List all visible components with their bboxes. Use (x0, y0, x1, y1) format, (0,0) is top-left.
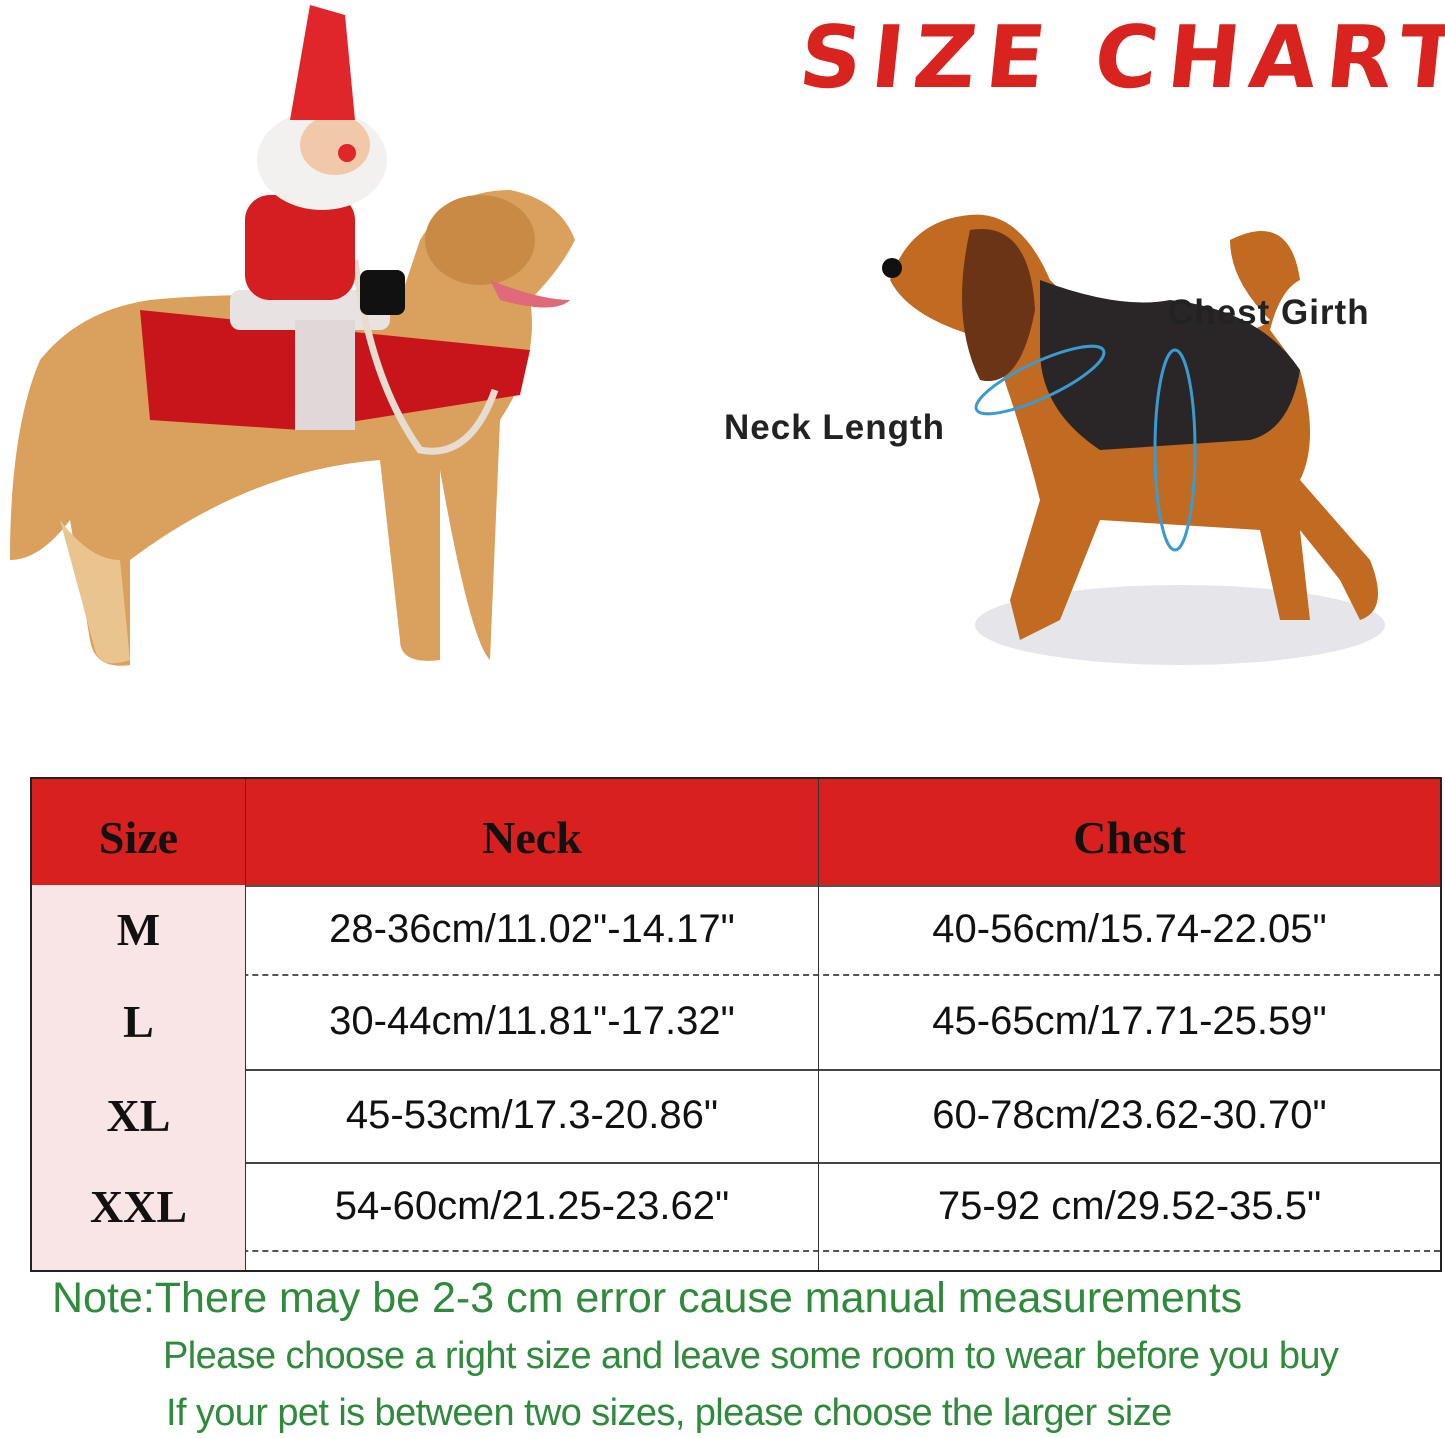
santa-saddle (140, 259, 530, 455)
neck-measure-loop (974, 344, 1106, 416)
chest-cell: 45-65cm/17.71-25.59" (932, 999, 1327, 1043)
table-row: M 28-36cm/11.02"-14.17" 40-56cm/15.74-22… (32, 885, 1440, 976)
header-chest: Chest (1073, 811, 1186, 863)
empty-cell (32, 1250, 246, 1270)
chest-cell: 60-78cm/23.62-30.70" (932, 1093, 1327, 1137)
table-row-empty (32, 1250, 1440, 1270)
header-neck: Neck (246, 779, 819, 885)
beagle-nose (882, 258, 902, 278)
neck-cell: 45-53cm/17.3-20.86" (246, 1069, 819, 1162)
chest-cell: 75-92 cm/29.52-35.5" (937, 1183, 1322, 1228)
neck-cell: 30-44cm/11.81"-17.32" (246, 974, 819, 1069)
note-line-1: Note:There may be 2-3 cm error cause man… (52, 1274, 1243, 1322)
table-row: L 30-44cm/11.81"-17.32" 45-65cm/17.71-25… (32, 974, 1440, 1071)
note-line-2: Please choose a right size and leave som… (163, 1335, 1339, 1377)
dog-santa-costume-photo (10, 5, 575, 666)
table-row: XXL 54-60cm/21.25-23.62" 75-92 cm/29.52-… (32, 1162, 1440, 1252)
neck-cell: 54-60cm/21.25-23.62" (246, 1162, 819, 1250)
note-line-3: If your pet is between two sizes, please… (166, 1392, 1172, 1434)
beagle-ear (962, 229, 1035, 382)
beagle-measurement-diagram (882, 214, 1385, 665)
neck-length-label: Neck Length (724, 408, 946, 447)
neck-cell: 28-36cm/11.02"-14.17" (246, 885, 819, 974)
header-size: Size (32, 779, 246, 885)
size-cell: XL (32, 1069, 246, 1162)
size-chart-title: SIZE CHART (794, 8, 1445, 108)
size-cell: M (32, 885, 246, 974)
size-cell: XXL (32, 1162, 246, 1250)
empty-cell (819, 1250, 1440, 1270)
santa-figure (245, 5, 405, 315)
chest-measure-loop (1153, 348, 1197, 552)
empty-cell (246, 1250, 819, 1270)
chest-girth-label: Chest Girth (1168, 293, 1370, 332)
table-row: XL 45-53cm/17.3-20.86" 60-78cm/23.62-30.… (32, 1069, 1440, 1164)
table-header: Size Neck Chest (32, 779, 1440, 887)
size-table: Size Neck Chest M 28-36cm/11.02"-14.17" … (30, 777, 1442, 1272)
beagle-saddle-mark (1040, 280, 1300, 450)
size-cell: L (32, 974, 246, 1069)
chest-cell: 40-56cm/15.74-22.05" (932, 907, 1327, 951)
